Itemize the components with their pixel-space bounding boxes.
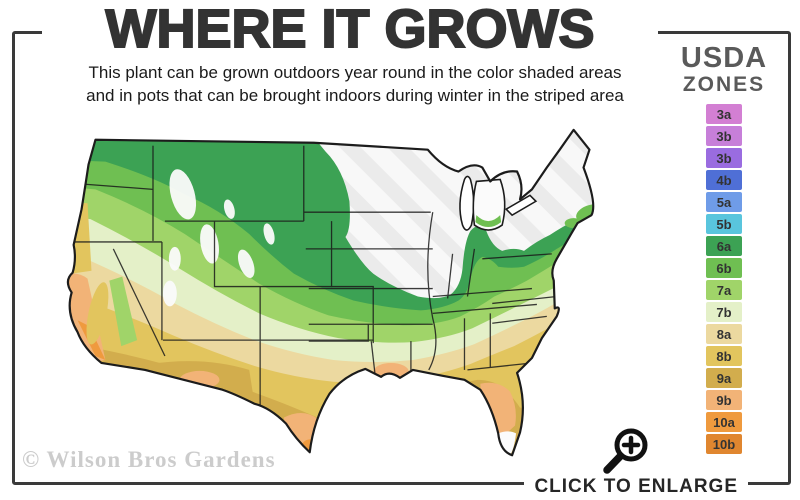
- zone-chip: 3b: [706, 126, 742, 147]
- zone-chip: 8a: [706, 324, 742, 345]
- zone-chip-label: 9b: [716, 392, 732, 408]
- zone-list: 3a 3b 3b 4b 5a 5b 6a 6b 7a 7b 8a 8b 9a 9…: [668, 103, 780, 455]
- great-lakes: [459, 175, 538, 231]
- zone-chip: 8b: [706, 346, 742, 367]
- zone-chip: 6a: [706, 236, 742, 257]
- zone-chip-label: 7b: [716, 304, 732, 320]
- title-block: WHERE IT GROWS: [42, 0, 658, 59]
- zone-chip-label: 6b: [716, 260, 732, 276]
- zone-chip: 3a: [706, 104, 742, 125]
- us-outline: [66, 128, 595, 457]
- michigan-mitten: [472, 178, 506, 231]
- zone-chip: 4b: [706, 170, 742, 191]
- zone-chip: 9a: [706, 368, 742, 389]
- subtitle-line-1: This plant can be grown outdoors year ro…: [88, 63, 622, 82]
- louisiana-coast-9b: [373, 362, 409, 381]
- page-title: WHERE IT GROWS: [105, 0, 596, 59]
- zone-chip-label: 6a: [716, 238, 732, 254]
- legend-title-zones: ZONES: [682, 73, 766, 96]
- watermark: © Wilson Bros Gardens: [22, 447, 276, 472]
- subtitle-line-2: and in pots that can be brought indoors …: [86, 85, 624, 105]
- zone-chip: 10a: [706, 412, 742, 433]
- zone-chip: 3b: [706, 148, 742, 169]
- sierra-green-strip: [109, 276, 138, 347]
- click-to-enlarge[interactable]: CLICK TO ENLARGE: [524, 424, 748, 498]
- zone-chip-label: 4b: [716, 172, 732, 188]
- zone-chip-label: 7a: [716, 282, 732, 298]
- zone-chip: 9b: [706, 390, 742, 411]
- zone-chip: 7b: [706, 302, 742, 323]
- state-borders: [70, 145, 557, 408]
- zone-chip-label: 8a: [716, 326, 732, 342]
- michigan-south-green: [475, 215, 502, 228]
- magnifier-plus-icon[interactable]: [599, 424, 653, 478]
- zone-chip: 10b: [706, 434, 742, 455]
- subtitle: This plant can be grown outdoors year ro…: [55, 62, 655, 108]
- zone-chip-label: 10a: [713, 414, 735, 430]
- zone-chip-label: 3b: [716, 128, 732, 144]
- oregon-coast-strip: [67, 201, 92, 274]
- zone-chip-label: 3a: [716, 106, 732, 122]
- central-valley: [86, 282, 109, 345]
- zone-chip: 5a: [706, 192, 742, 213]
- zone-chip-label: 5b: [716, 216, 732, 232]
- zone-chip-label: 9a: [716, 370, 732, 386]
- enlarge-label[interactable]: CLICK TO ENLARGE: [524, 476, 748, 498]
- zone-chip: 5b: [706, 214, 742, 235]
- zone-chip-label: 5a: [716, 194, 732, 210]
- legend-title-usda: USDA: [680, 42, 768, 74]
- us-map-svg: [66, 128, 595, 457]
- zone-chip-label: 10b: [712, 436, 736, 452]
- zone-chip-label: 8b: [716, 348, 732, 364]
- new-england-coast-green: [576, 204, 594, 223]
- lake-erie: [504, 194, 538, 217]
- zone-chip-label: 3b: [716, 150, 732, 166]
- zone-chip: 7a: [706, 280, 742, 301]
- connecticut-coast-green: [564, 218, 583, 229]
- usda-zones-legend: USDA ZONES 3a 3b 3b 4b 5a 5b 6a 6b 7a 7b…: [668, 44, 780, 455]
- zone-chip: 6b: [706, 258, 742, 279]
- lake-michigan: [459, 175, 475, 231]
- us-hardiness-map[interactable]: [16, 110, 661, 482]
- map-fill-layers: [67, 129, 594, 456]
- central-florida-9b: [480, 382, 516, 438]
